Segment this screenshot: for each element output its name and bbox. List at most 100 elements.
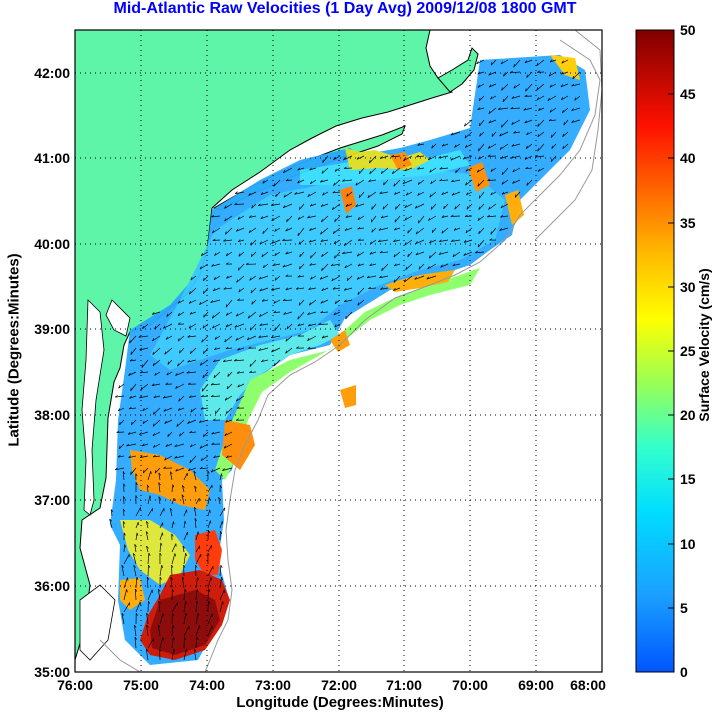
velocity-arrow xyxy=(463,155,473,160)
velocity-arrow xyxy=(212,239,221,241)
velocity-arrow-head xyxy=(487,178,491,181)
velocity-arrow xyxy=(452,251,461,258)
velocity-arrow xyxy=(121,613,125,625)
velocity-arrow-head xyxy=(282,205,286,209)
velocity-arrow-head xyxy=(123,496,126,500)
velocity-arrow xyxy=(194,485,197,493)
velocity-arrow xyxy=(225,323,233,328)
velocity-arrow-head xyxy=(414,205,418,209)
velocity-arrow-head xyxy=(441,192,444,195)
velocity-arrow xyxy=(451,239,461,242)
velocity-arrow-head xyxy=(503,73,505,77)
velocity-arrow xyxy=(320,311,329,314)
velocity-arrow-head xyxy=(426,276,430,280)
velocity-arrow-head xyxy=(404,205,407,208)
velocity-arrow xyxy=(513,59,521,68)
velocity-arrow xyxy=(439,239,449,243)
velocity-arrow xyxy=(190,347,197,354)
velocity-arrow-head xyxy=(146,521,149,524)
velocity-arrow xyxy=(524,119,533,124)
velocity-arrow-head xyxy=(500,61,503,65)
velocity-arrow-head xyxy=(355,204,358,207)
velocity-arrow-head xyxy=(501,181,504,185)
velocity-arrow xyxy=(355,203,365,208)
x-tick-label: 76:00 xyxy=(57,677,93,693)
velocity-arrow-head xyxy=(561,110,564,114)
velocity-arrow-head xyxy=(109,518,112,522)
velocity-arrow xyxy=(234,323,245,328)
velocity-arrow-head xyxy=(309,181,313,185)
velocity-arrow xyxy=(514,191,521,198)
velocity-arrow xyxy=(152,335,161,342)
velocity-arrow-head xyxy=(465,182,467,186)
velocity-arrow xyxy=(183,509,187,517)
velocity-arrow-head xyxy=(197,613,200,617)
velocity-arrow-head xyxy=(489,238,493,241)
velocity-arrow xyxy=(250,239,257,246)
velocity-arrow xyxy=(441,143,449,147)
velocity-arrow-head xyxy=(322,192,325,196)
velocity-arrow-head xyxy=(297,334,301,337)
velocity-arrow xyxy=(320,299,329,304)
velocity-arrow xyxy=(307,347,317,349)
velocity-arrow-head xyxy=(310,276,313,280)
velocity-arrow-head xyxy=(170,471,173,475)
velocity-arrow xyxy=(130,467,137,475)
velocity-arrow-head xyxy=(563,122,565,126)
velocity-arrow xyxy=(121,565,125,577)
velocity-arrow-head xyxy=(416,154,420,158)
velocity-arrow-head xyxy=(151,338,155,342)
velocity-arrow xyxy=(166,311,173,317)
velocity-arrow xyxy=(262,227,269,235)
velocity-arrow xyxy=(407,251,413,258)
velocity-arrow xyxy=(176,419,185,427)
velocity-arrow-head xyxy=(249,277,252,281)
velocity-arrow xyxy=(307,335,317,342)
velocity-arrow-head xyxy=(129,340,131,344)
velocity-arrow-head xyxy=(379,275,382,279)
velocity-arrow-head xyxy=(417,192,420,196)
velocity-arrow-head xyxy=(394,191,397,195)
velocity-arrow-head xyxy=(154,372,157,376)
velocity-arrow xyxy=(152,431,161,437)
y-tick-label: 39:00 xyxy=(34,321,70,337)
velocity-arrow-head xyxy=(190,277,193,281)
velocity-arrow-head xyxy=(510,106,514,110)
velocity-arrow xyxy=(140,371,149,374)
velocity-arrow-head xyxy=(309,167,312,171)
velocity-arrow-head xyxy=(273,310,277,313)
velocity-arrow xyxy=(380,215,389,219)
velocity-arrow xyxy=(549,107,557,113)
colorbar-tick-label: 40 xyxy=(680,150,696,166)
velocity-arrow xyxy=(561,95,569,101)
velocity-arrow-head xyxy=(132,553,136,556)
velocity-arrow xyxy=(478,191,485,199)
velocity-arrow-head xyxy=(251,205,253,209)
velocity-arrow xyxy=(572,71,581,80)
velocity-arrow xyxy=(478,143,485,152)
velocity-arrow-head xyxy=(574,97,577,101)
velocity-arrow xyxy=(297,323,305,327)
bathymetry-contour-2 xyxy=(534,30,602,241)
velocity-arrow xyxy=(152,311,161,315)
velocity-arrow xyxy=(237,215,245,220)
velocity-arrow-head xyxy=(512,169,515,173)
velocity-arrow xyxy=(178,407,185,411)
y-tick-label: 36:00 xyxy=(34,578,70,594)
velocity-arrow-head xyxy=(477,84,480,88)
velocity-arrow xyxy=(369,239,377,245)
velocity-arrow-head xyxy=(369,263,373,266)
velocity-arrow xyxy=(432,227,437,234)
velocity-arrow xyxy=(249,215,257,218)
velocity-arrow-head xyxy=(560,97,564,100)
velocity-arrow-head xyxy=(165,336,168,340)
velocity-arrow xyxy=(164,419,173,424)
velocity-arrow xyxy=(334,323,341,328)
velocity-field xyxy=(110,55,590,665)
velocity-arrow-head xyxy=(123,521,126,525)
velocity-arrow-head xyxy=(415,231,418,235)
velocity-arrow xyxy=(186,371,197,374)
velocity-arrow xyxy=(214,347,221,351)
velocity-arrow-head xyxy=(117,408,121,412)
y-tick-label: 37:00 xyxy=(34,492,70,508)
